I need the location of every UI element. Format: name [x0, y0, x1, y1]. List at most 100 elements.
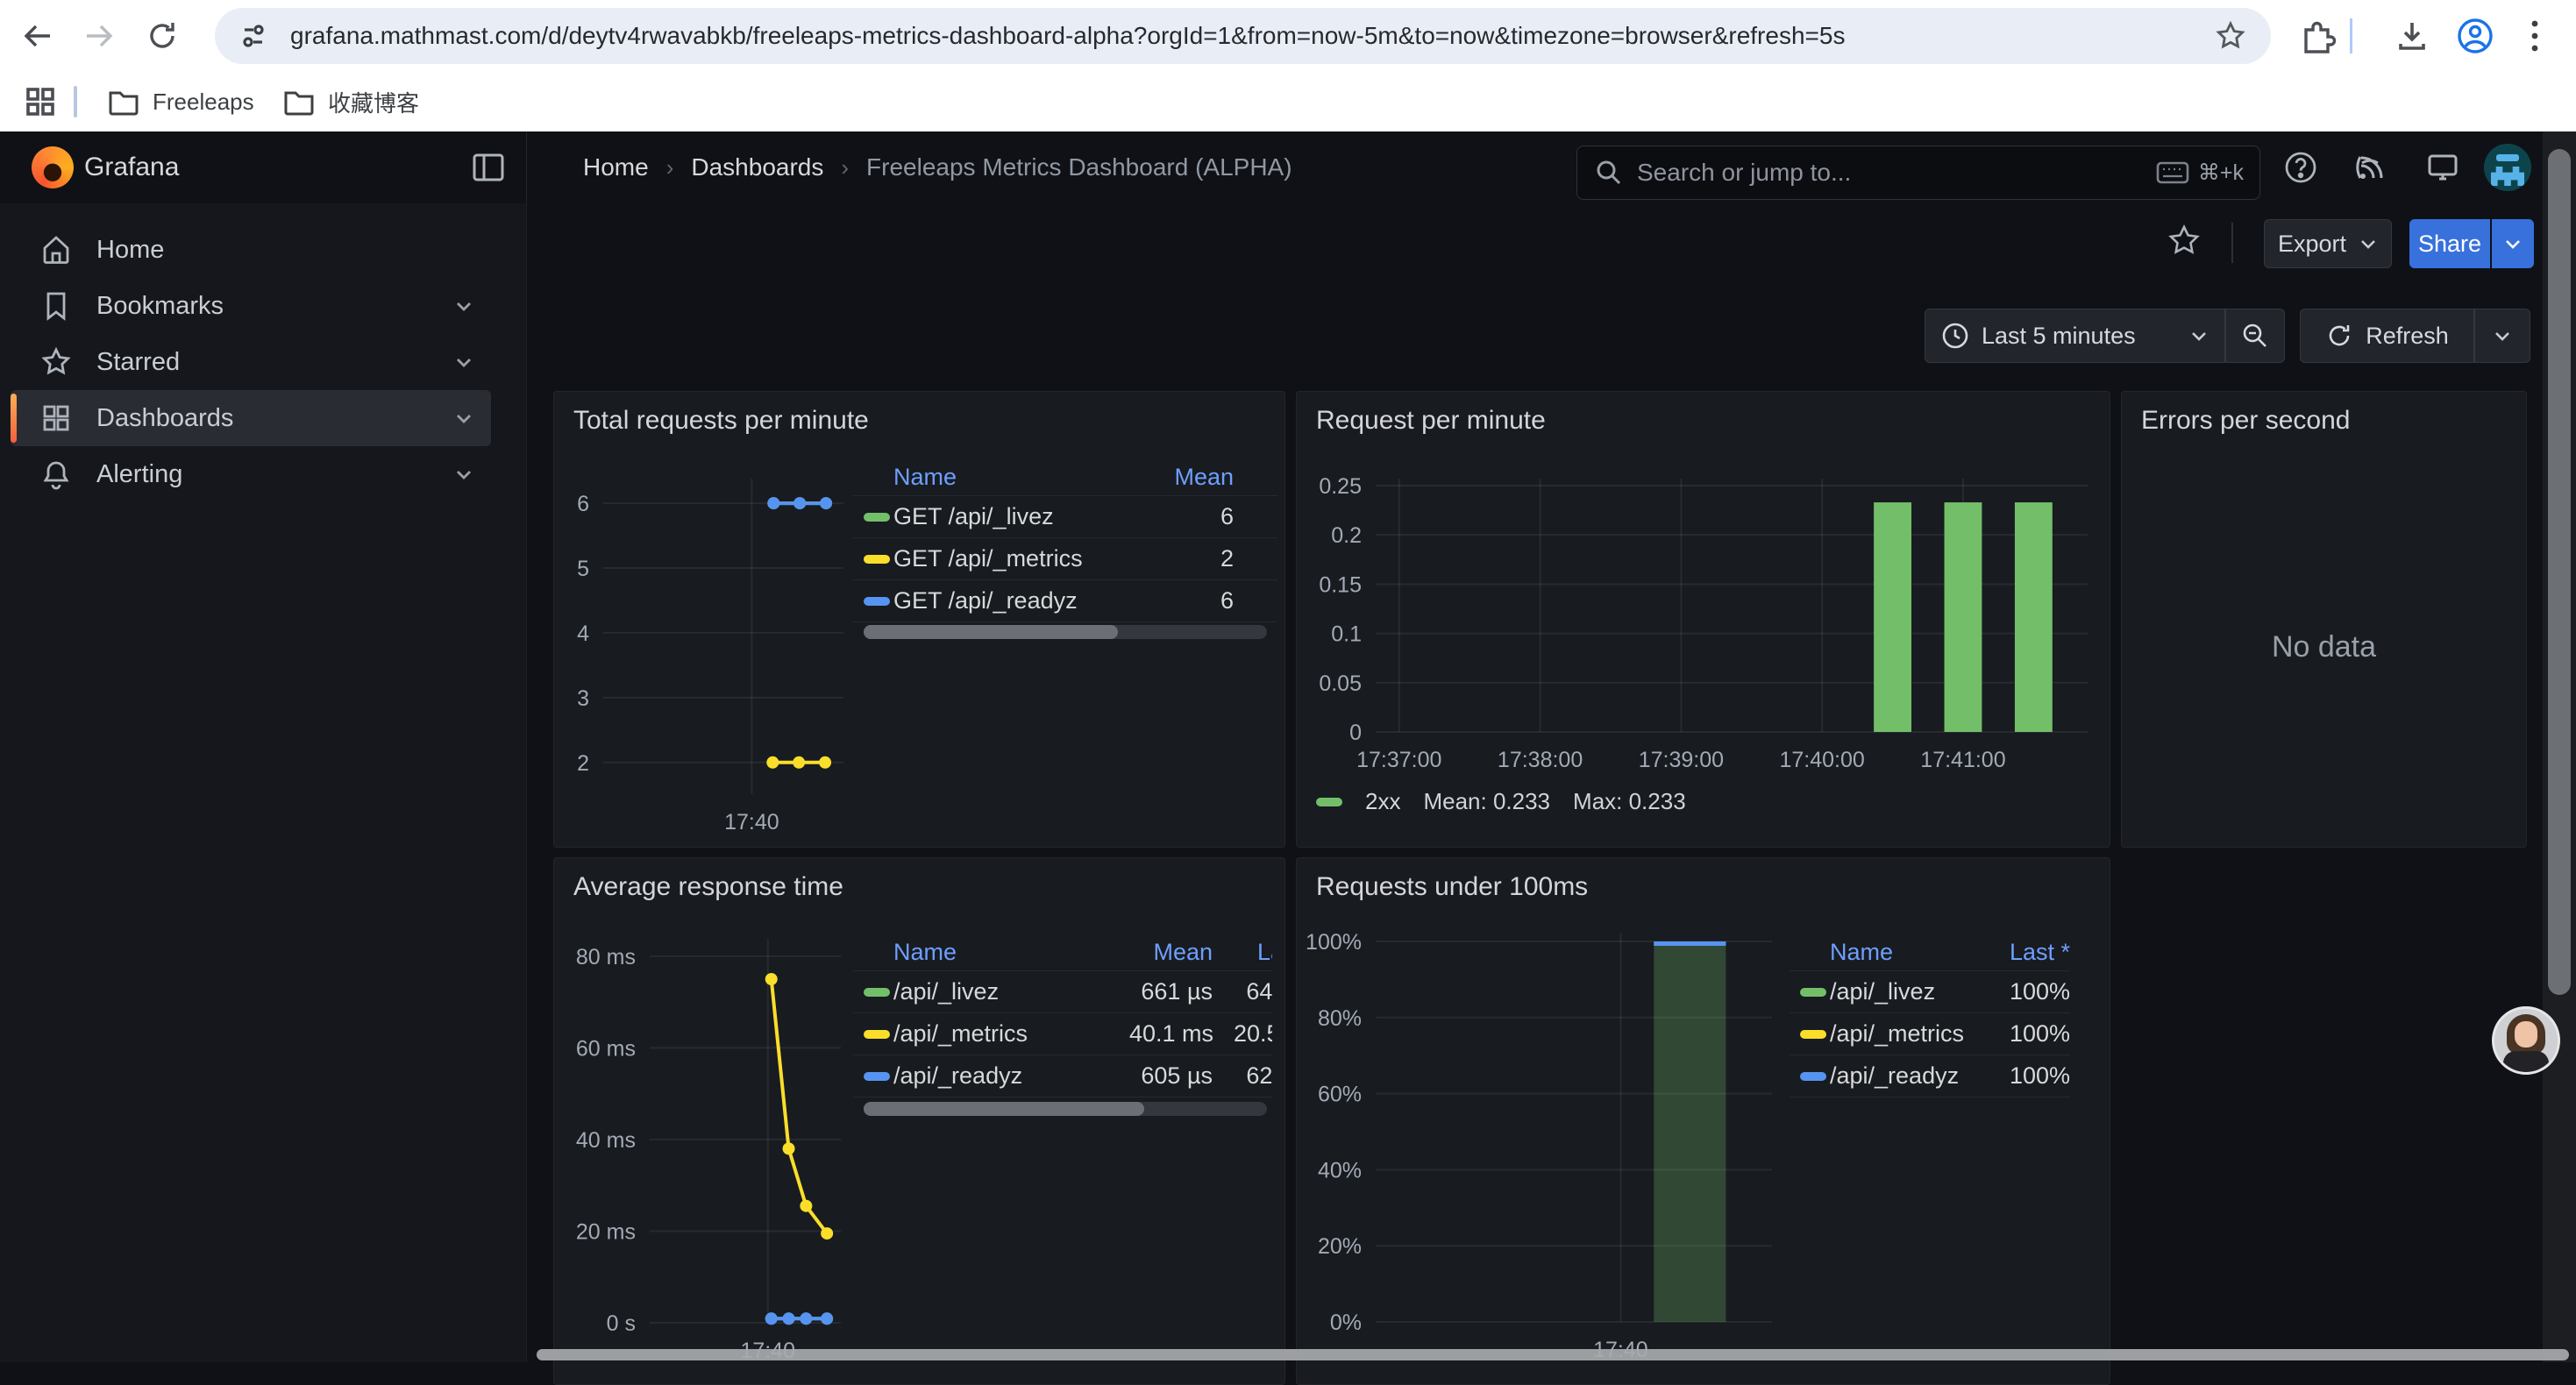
grafana-brand[interactable]: Grafana: [84, 153, 180, 181]
download-icon[interactable]: [2394, 18, 2430, 54]
chevron-down-icon[interactable]: [452, 351, 475, 373]
series-name[interactable]: /api/_livez: [1830, 978, 1936, 1005]
browser-menu-icon[interactable]: [2529, 17, 2541, 55]
extensions-icon[interactable]: [2299, 18, 2336, 54]
legend-inline[interactable]: 2xx Mean: 0.233 Max: 0.233: [1316, 788, 1686, 815]
user-avatar[interactable]: [2484, 144, 2531, 191]
series-dash: [864, 554, 890, 564]
panel-requests-under-100ms[interactable]: Requests under 100ms 100% 80% 60% 40% 20% 0% 1…: [1296, 857, 2110, 1385]
sidebar-item-home[interactable]: Home: [11, 222, 491, 278]
vertical-scrollbar-thumb[interactable]: [2548, 149, 2571, 995]
panel-request-per-minute[interactable]: Request per minute 0.25 0.2 0.15 0.1 0.05 0 17…: [1296, 391, 2110, 848]
refresh-interval-dropdown[interactable]: [2474, 309, 2530, 363]
refresh-button[interactable]: Refresh: [2300, 309, 2474, 363]
series-name[interactable]: /api/_readyz: [893, 1062, 1023, 1089]
svg-text:0.05: 0.05: [1319, 671, 1362, 696]
search-input[interactable]: Search or jump to... ⌘+k: [1576, 146, 2260, 200]
svg-text:17:41:00: 17:41:00: [1920, 748, 2005, 772]
forward-icon[interactable]: [82, 19, 116, 53]
series-name[interactable]: 2xx: [1365, 788, 1401, 814]
url-bar[interactable]: grafana.mathmast.com/d/deytv4rwavabkb/fr…: [215, 8, 2271, 64]
legend-col-last[interactable]: Last *: [1256, 938, 1272, 965]
profile-avatar-icon[interactable]: [2455, 16, 2495, 56]
bookmark-folder-blogs[interactable]: 收藏博客: [282, 72, 419, 131]
legend-col-name[interactable]: Name: [893, 938, 957, 965]
series-name[interactable]: /api/_livez: [893, 978, 1000, 1005]
reload-icon[interactable]: [146, 19, 179, 53]
panel-total-requests[interactable]: Total requests per minute 6 5 4 3 2 17:40 Nam…: [553, 391, 1285, 848]
rss-news-icon[interactable]: [2353, 150, 2388, 185]
series-name[interactable]: /api/_readyz: [1830, 1062, 1960, 1089]
export-button[interactable]: Export: [2264, 219, 2392, 268]
help-icon[interactable]: [2283, 150, 2318, 185]
series-dash: [864, 512, 890, 522]
legend-col-name[interactable]: Name: [893, 463, 957, 490]
sidebar-item-dashboards[interactable]: Dashboards: [11, 390, 491, 446]
series-name[interactable]: GET /api/_metrics: [893, 545, 1083, 572]
keyboard-icon: [2156, 161, 2189, 184]
zoom-out-icon: [2243, 323, 2266, 347]
time-range-picker[interactable]: Last 5 minutes: [1925, 309, 2225, 363]
breadcrumb-separator: ›: [665, 153, 674, 181]
legend-scrollbar[interactable]: [864, 625, 1267, 639]
svg-text:0.1: 0.1: [1331, 622, 1362, 647]
avatar-face: [2515, 1021, 2537, 1048]
legend-row[interactable]: GET /api/_metrics 2: [853, 537, 1277, 579]
series-name[interactable]: /api/_metrics: [1830, 1020, 1965, 1047]
legend-row[interactable]: /api/_metrics 40.1 ms 20.5 ms: [853, 1012, 1272, 1055]
svg-text:4: 4: [577, 621, 589, 646]
search-placeholder: Search or jump to...: [1637, 159, 1852, 186]
sidebar-item-label: Starred: [96, 347, 181, 376]
series-dash: [864, 596, 890, 606]
series-max: Max: 0.233: [1573, 788, 1686, 814]
panel-errors-per-second[interactable]: Errors per second No data: [2121, 391, 2527, 848]
chevron-down-icon[interactable]: [452, 407, 475, 430]
legend-col-mean[interactable]: Mean: [1174, 463, 1234, 490]
dashboards-grid-icon: [39, 402, 74, 434]
zoom-out-button[interactable]: [2225, 309, 2285, 363]
sidebar-toggle-icon[interactable]: [472, 153, 505, 182]
legend-col-mean[interactable]: Mean: [1153, 938, 1213, 965]
series-name[interactable]: GET /api/_livez: [893, 503, 1054, 529]
legend-row[interactable]: /api/_livez 661 µs 646 µs: [853, 970, 1272, 1012]
legend-row[interactable]: /api/_readyz 605 µs 620 µs: [853, 1055, 1272, 1097]
horizontal-scrollbar-thumb[interactable]: [537, 1349, 2569, 1360]
breadcrumb-dashboards[interactable]: Dashboards: [691, 153, 824, 181]
monitor-icon[interactable]: [2425, 150, 2460, 185]
legend-row[interactable]: /api/_livez 100%: [1790, 970, 2070, 1012]
grafana-logo-icon[interactable]: [32, 146, 74, 188]
bookmark-star-icon[interactable]: [2215, 20, 2246, 52]
assistant-avatar[interactable]: [2492, 1006, 2560, 1075]
bookmark-folder-freeleaps[interactable]: Freeleaps: [107, 72, 254, 131]
sidebar-item-bookmarks[interactable]: Bookmarks: [11, 278, 491, 334]
svg-text:80%: 80%: [1318, 1006, 1362, 1031]
series-name[interactable]: GET /api/_readyz: [893, 587, 1078, 614]
legend-row[interactable]: GET /api/_livez 6: [853, 495, 1277, 537]
chevron-down-icon[interactable]: [452, 295, 475, 317]
series-name[interactable]: /api/_metrics: [893, 1020, 1028, 1047]
chevron-down-icon[interactable]: [452, 463, 475, 486]
site-settings-icon[interactable]: [238, 20, 269, 52]
legend-col-last[interactable]: Last *: [2009, 938, 2070, 965]
sidebar-item-alerting[interactable]: Alerting: [11, 446, 491, 502]
legend-row[interactable]: /api/_readyz 100%: [1790, 1055, 2070, 1097]
svg-text:100%: 100%: [1306, 930, 1362, 955]
sidebar-item-starred[interactable]: Starred: [11, 334, 491, 390]
panel-avg-response-time[interactable]: Average response time 80 ms 60 ms 40 ms 20 …: [553, 857, 1285, 1385]
back-icon[interactable]: [21, 19, 54, 53]
favorite-star-icon[interactable]: [2167, 223, 2202, 258]
legend-scrollbar[interactable]: [864, 1102, 1267, 1116]
search-shortcut: ⌘+k: [2156, 160, 2244, 186]
legend-col-name[interactable]: Name: [1830, 938, 1894, 965]
share-button[interactable]: Share: [2409, 219, 2490, 268]
caret-down-icon: [2506, 240, 2520, 249]
apps-grid-icon[interactable]: [23, 84, 58, 119]
breadcrumb-home[interactable]: Home: [583, 153, 649, 181]
legend-row[interactable]: GET /api/_readyz 6: [853, 579, 1277, 622]
bookmarks-divider: [74, 86, 77, 117]
url-text[interactable]: grafana.mathmast.com/d/deytv4rwavabkb/fr…: [290, 22, 1846, 49]
svg-text:0 s: 0 s: [607, 1311, 636, 1336]
share-dropdown-button[interactable]: [2492, 219, 2534, 268]
legend-row[interactable]: /api/_metrics 100%: [1790, 1012, 2070, 1055]
bookmark-icon: [39, 290, 74, 322]
